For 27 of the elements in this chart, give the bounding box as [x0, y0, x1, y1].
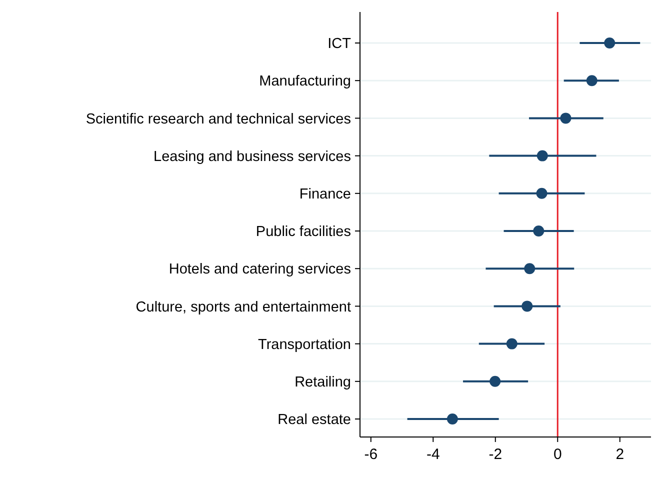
point [536, 188, 548, 199]
point [586, 75, 598, 86]
y-tick-label: Leasing and business services [154, 148, 351, 165]
y-tick-label: Real estate [278, 412, 351, 428]
point [524, 263, 536, 274]
y-tick-label: Transportation [258, 336, 351, 353]
point [604, 38, 616, 48]
y-tick-label: Hotels and catering services [168, 262, 351, 278]
x-tick-label: 2 [616, 446, 624, 463]
point [560, 112, 572, 124]
x-tick-label: 0 [553, 446, 562, 463]
x-tick-label: -2 [488, 446, 502, 463]
point [506, 338, 518, 350]
x-tick-label: -4 [426, 446, 440, 463]
point [446, 414, 458, 424]
x-tick-label: -6 [364, 446, 378, 463]
y-tick-label: Manufacturing [259, 74, 351, 90]
point [522, 300, 533, 312]
y-tick-label: Scientific research and technical services [86, 111, 351, 128]
point [490, 376, 501, 387]
y-tick-label: Finance [299, 186, 351, 202]
point [536, 150, 548, 162]
y-tick-label: Retailing [294, 374, 351, 390]
y-tick-label: Culture, sports and entertainment [136, 299, 351, 316]
y-tick-label: Public facilities [256, 224, 351, 240]
y-tick-label: ICT [328, 36, 352, 52]
point [533, 226, 544, 236]
